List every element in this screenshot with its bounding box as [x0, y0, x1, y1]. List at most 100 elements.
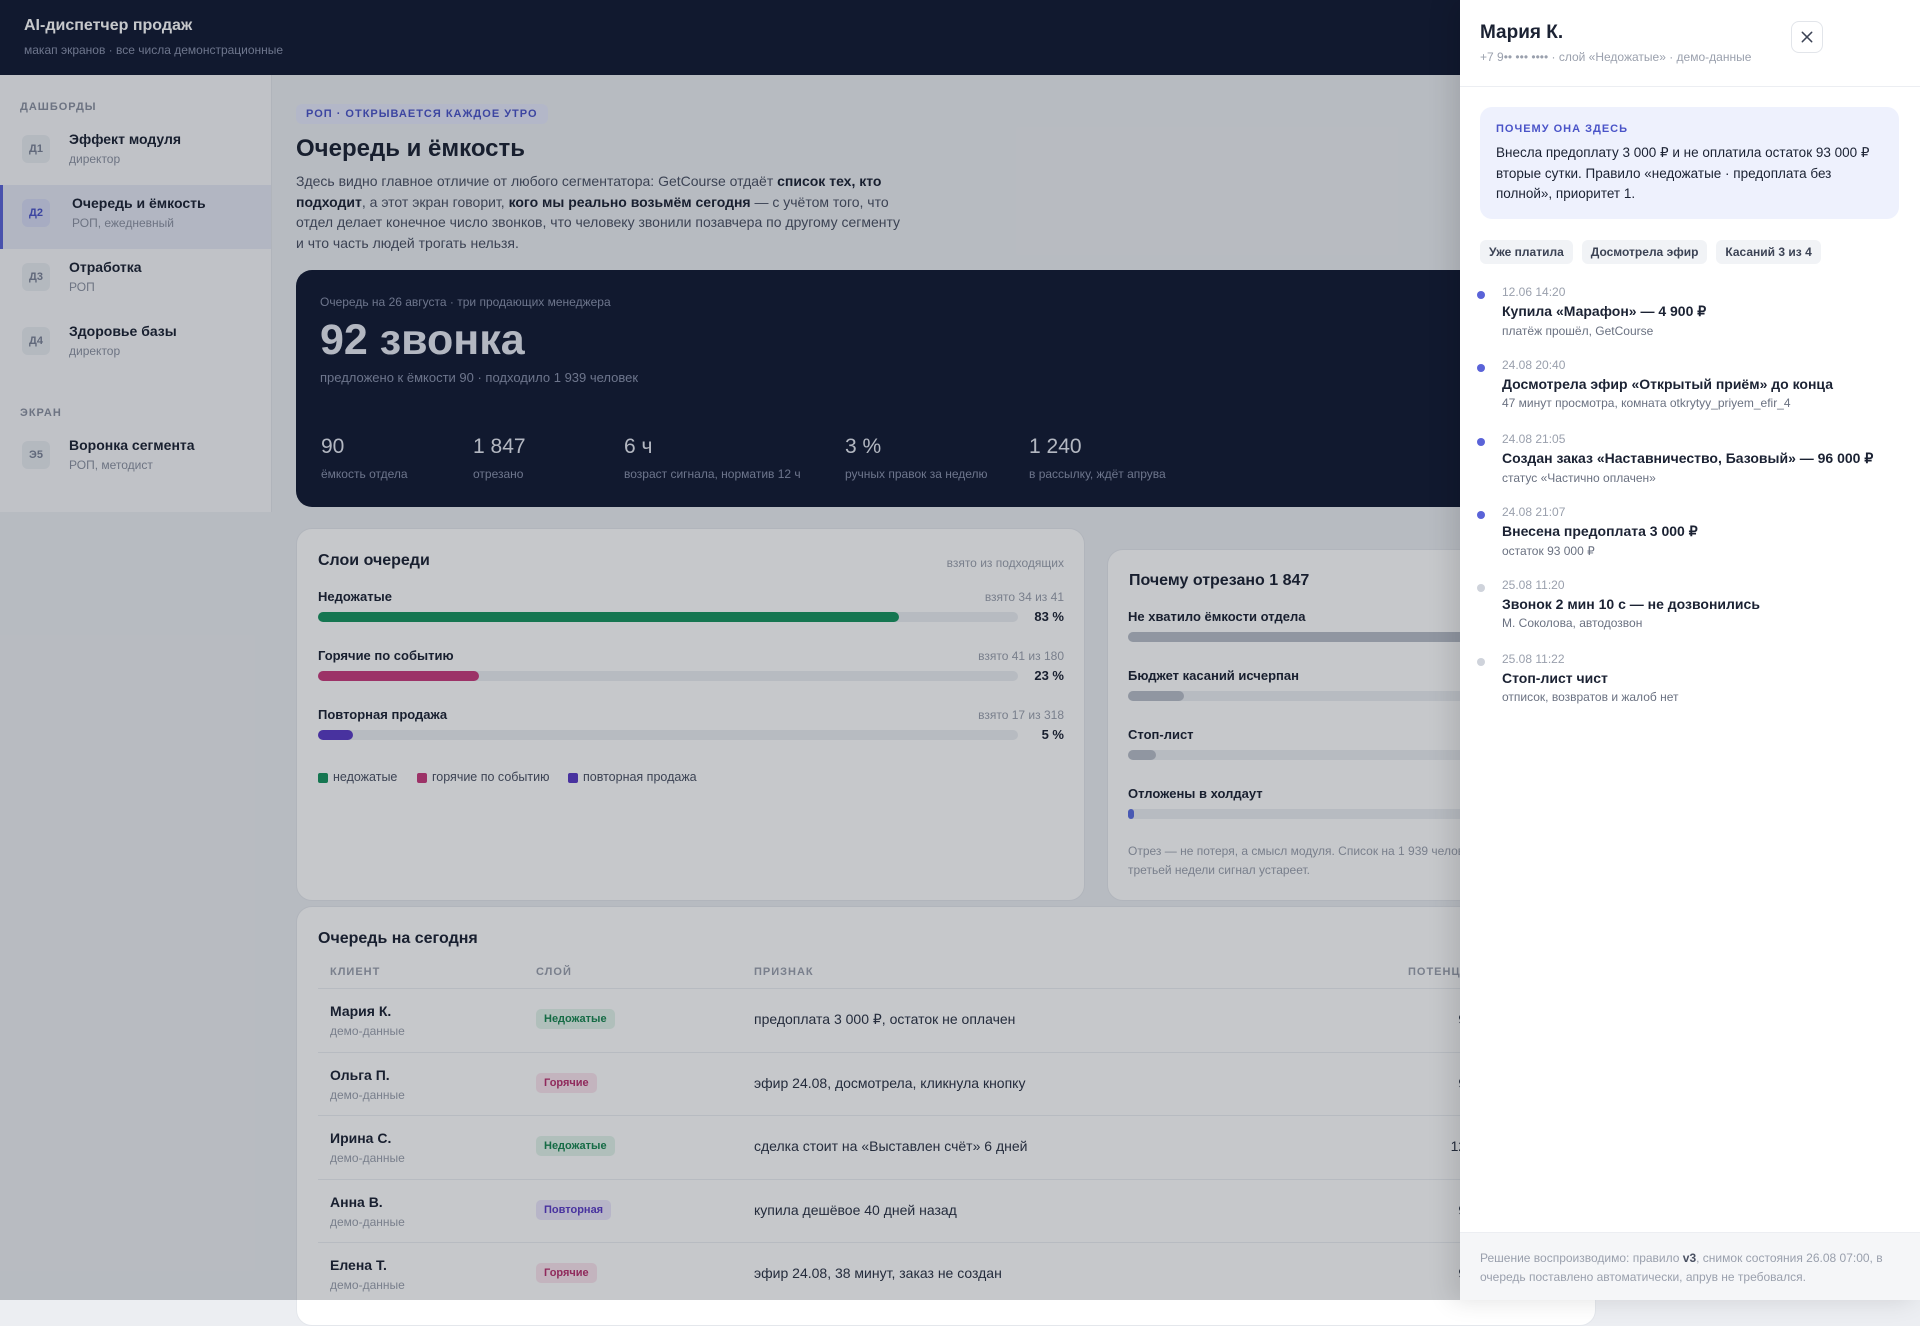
sign: предоплата 3 000 ₽, остаток не оплачен: [754, 1011, 1016, 1027]
close-button[interactable]: [1791, 21, 1823, 53]
drawer-footer: Решение воспроизводимо: правило v3, сним…: [1460, 1232, 1920, 1300]
sign: купила дешёвое 40 дней назад: [754, 1201, 957, 1218]
nav-item[interactable]: Д1 Эффект модуля директор: [0, 121, 271, 185]
client-name: Ольга П.: [330, 1066, 390, 1083]
bar-track: [1128, 809, 1528, 819]
card-note: взято из подходящих: [946, 556, 1064, 570]
reason-title: ПОЧЕМУ ОНА ЗДЕСЬ: [1496, 123, 1629, 135]
nav-name: Воронка сегмента: [69, 437, 195, 453]
nav-role: РОП: [69, 280, 95, 294]
stat-label: ёмкость отдела: [321, 467, 408, 481]
queue-row[interactable]: Ирина С. демо-данные Недожатые сделка стоит…: [318, 1115, 1595, 1179]
sidebar: ДАШБОРДЫ Д1 Эффект модуля директор Д2 Очередь…: [0, 75, 272, 512]
divider: [1460, 86, 1920, 87]
tag: Касаний 3 из 4: [1716, 240, 1821, 264]
timeline-title: Звонок 2 мин 10 с — не дозвонились: [1502, 596, 1760, 613]
tags: Уже платила Досмотрела эфир Касаний 3 из 4: [1480, 240, 1830, 264]
timeline-entry: 25.08 11:22 Стоп-лист чист отписок, возвра…: [1477, 651, 1900, 704]
text-segment: v3: [1682, 1251, 1697, 1265]
stat: 3 % ручных правок за неделю: [845, 435, 988, 481]
hero-sub: предложено к ёмкости 90 · подходило 1 93…: [320, 370, 639, 385]
stat-label: ручных правок за неделю: [845, 467, 988, 481]
timeline-detail: 47 минут просмотра, комната otkrytyy_pri…: [1502, 396, 1791, 411]
layer-tag: Недожатые: [536, 1009, 615, 1029]
nav-item[interactable]: Д3 Отработка РОП: [0, 249, 271, 313]
text-segment: — с учётом того, что отдел делает конечн…: [296, 193, 901, 251]
nav-item[interactable]: Э5 Воронка сегмента РОП, методист: [0, 427, 271, 491]
bar-track: [318, 730, 1018, 740]
nav-name: Отработка: [69, 259, 142, 275]
client-name: Мария К.: [330, 1003, 392, 1019]
timeline-detail: отписок, возвратов и жалоб нет: [1502, 689, 1679, 704]
layer-name: Горячие по событию: [318, 648, 454, 663]
timeline-detail: статус «Частично оплачен»: [1502, 470, 1656, 485]
timeline-dot: [1477, 364, 1485, 373]
section-title: ДАШБОРДЫ: [20, 101, 97, 113]
stat-label: в рассылку, ждёт апрува: [1029, 467, 1166, 481]
page-title: Очередь и ёмкость: [296, 135, 526, 162]
timeline-entry: 24.08 20:40 Досмотрела эфир «Открытый при…: [1477, 358, 1900, 411]
nav-role: РОП, ежедневный: [72, 216, 174, 230]
timeline-dot: [1477, 657, 1485, 666]
column-header: КЛИЕНТ: [330, 966, 381, 978]
timeline-dot: [1477, 510, 1485, 519]
timeline-time: 25.08 11:20: [1502, 578, 1565, 593]
legend-swatch: [417, 773, 427, 783]
hero-caption: Очередь на 26 августа · три продающих ме…: [320, 295, 611, 309]
layer-percent: 5 %: [1041, 727, 1064, 742]
timeline-time: 25.08 11:22: [1502, 651, 1565, 666]
text-segment: , а этот экран говорит,: [361, 193, 509, 210]
overlay[interactable]: [0, 0, 1460, 1300]
nav-badge: Д4: [22, 327, 50, 355]
timeline-detail: М. Соколова, автодозвон: [1502, 616, 1643, 631]
timeline-entry: 24.08 21:07 Внесена предоплата 3 000 ₽ ост…: [1477, 504, 1900, 558]
layer-taken: взято 34 из 41: [984, 590, 1064, 604]
card-title: Очередь на сегодня: [318, 930, 478, 947]
bar: [1128, 632, 1508, 642]
legend-label: повторная продажа: [583, 770, 697, 784]
stat-value: 1 240: [1029, 435, 1082, 458]
app-subtitle: макап экранов · все числа демонстрационн…: [24, 43, 284, 57]
bar-track: [318, 671, 1018, 681]
cut-name: Бюджет касаний исчерпан: [1128, 668, 1299, 683]
layer-percent: 23 %: [1034, 668, 1064, 683]
reason-box: ПОЧЕМУ ОНА ЗДЕСЬ Внесла предоплату 3 000…: [1480, 107, 1899, 219]
nav-item[interactable]: Д2 Очередь и ёмкость РОП, ежедневный: [0, 185, 271, 249]
nav-item[interactable]: Д4 Здоровье базы директор: [0, 313, 271, 377]
timeline-time: 24.08 21:05: [1502, 431, 1566, 446]
bar-track: [1128, 632, 1528, 642]
layer-name: Повторная продажа: [318, 707, 448, 722]
layer-taken: взято 41 из 180: [978, 649, 1064, 663]
client-note: демо-данные: [330, 1151, 405, 1165]
queue-card: Очередь на сегодня КЛИЕНТ СЛОЙ ПРИЗНАК ПОТЕ…: [296, 906, 1596, 1326]
sign: эфир 24.08, 38 минут, заказ не создан: [754, 1265, 1002, 1281]
stat-value: 6 ч: [624, 435, 653, 458]
client-name: Елена Т.: [330, 1257, 387, 1273]
client-note: демо-данные: [330, 1087, 405, 1102]
nav-role: РОП, методист: [69, 458, 153, 472]
reason-text: Внесла предоплату 3 000 ₽ и не оплатила …: [1496, 145, 1870, 201]
legend-label: недожатые: [333, 770, 398, 784]
card-title: Почему отрезано 1 847: [1129, 572, 1310, 589]
cut-name: Стоп-лист: [1128, 727, 1194, 742]
nav-role: директор: [69, 152, 121, 166]
layer-tag: Повторная: [536, 1199, 612, 1220]
timeline-time: 12.06 14:20: [1502, 285, 1566, 299]
client-note: демо-данные: [330, 1214, 405, 1229]
text-segment: список тех, кто подходит: [296, 173, 882, 210]
timeline-time: 24.08 21:07: [1502, 504, 1566, 519]
cut-name: Отложены в холдаут: [1128, 786, 1263, 801]
layer-name: Недожатые: [318, 589, 392, 604]
client-subtitle: +7 9•• ••• •••• · слой «Недожатые» · дем…: [1480, 50, 1752, 64]
timeline-time: 24.08 20:40: [1502, 358, 1566, 373]
text-segment: кого мы реально возьмём сегодня: [508, 193, 751, 210]
sign: сделка стоит на «Выставлен счёт» 6 дней: [754, 1138, 1028, 1154]
bar: [1128, 750, 1156, 760]
timeline-title: Внесена предоплата 3 000 ₽: [1502, 522, 1698, 539]
stat: 1 240 в рассылку, ждёт апрува: [1029, 435, 1166, 481]
column-header: СЛОЙ: [536, 966, 572, 978]
legend-swatch: [568, 773, 578, 783]
bar: [1128, 691, 1184, 701]
tag: Досмотрела эфир: [1581, 240, 1708, 264]
timeline-title: Создан заказ «Наставничество, Базовый» —…: [1502, 449, 1874, 466]
